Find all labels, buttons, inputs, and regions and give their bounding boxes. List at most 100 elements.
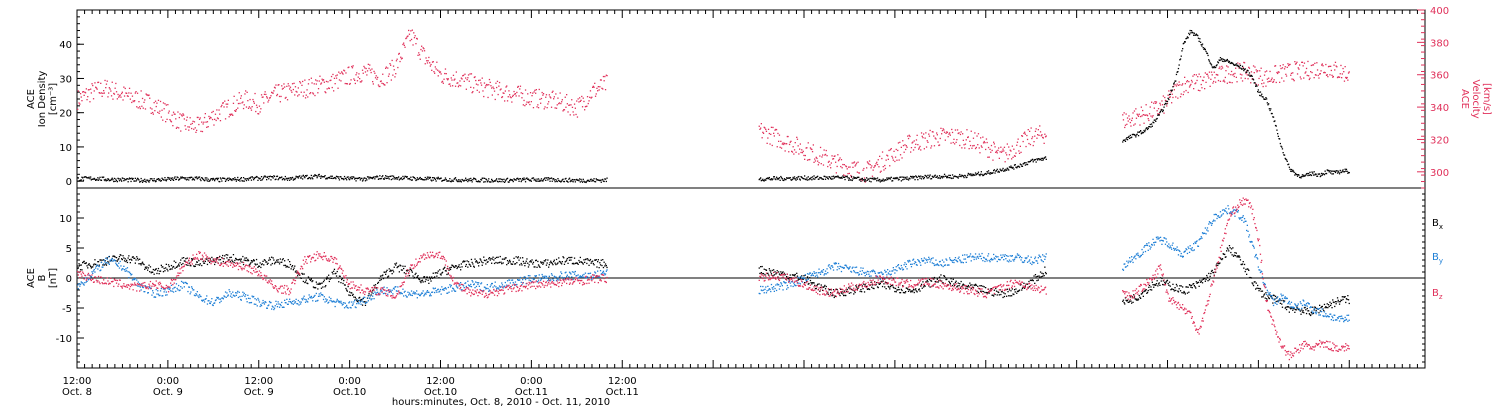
density-point: [1329, 170, 1330, 171]
bx-point: [950, 283, 951, 284]
density-point: [593, 180, 594, 181]
density-point: [286, 178, 287, 179]
bx-point: [204, 263, 205, 264]
bx-point: [271, 257, 272, 258]
velocity-point: [594, 83, 595, 84]
velocity-point: [177, 127, 178, 128]
density-point: [1258, 92, 1259, 93]
velocity-point: [1227, 66, 1228, 67]
bx-point: [255, 264, 256, 265]
velocity-point: [485, 87, 486, 88]
velocity-point: [195, 127, 196, 128]
velocity-point: [573, 114, 574, 115]
velocity-point: [101, 92, 102, 93]
bx-point: [927, 281, 928, 282]
bx-point: [913, 289, 914, 290]
density-point: [901, 180, 902, 181]
by-point: [121, 269, 122, 270]
bx-point: [489, 257, 490, 258]
velocity-point: [1254, 72, 1255, 73]
bx-point: [1192, 287, 1193, 288]
bx-point: [120, 255, 121, 256]
density-point: [521, 180, 522, 181]
density-point: [813, 178, 814, 179]
by-point: [97, 268, 98, 269]
velocity-point: [110, 88, 111, 89]
velocity-point: [970, 145, 971, 146]
bx-point: [201, 265, 202, 266]
velocity-point: [490, 82, 491, 83]
density-point: [467, 181, 468, 182]
velocity-point: [1230, 74, 1231, 75]
density-point: [562, 179, 563, 180]
velocity-point: [464, 81, 465, 82]
velocity-point: [104, 92, 105, 93]
density-point: [268, 178, 269, 179]
bx-point: [925, 286, 926, 287]
velocity-point: [815, 160, 816, 161]
velocity-point: [800, 152, 801, 153]
velocity-point: [593, 87, 594, 88]
density-point: [1237, 65, 1238, 66]
bx-point: [402, 270, 403, 271]
velocity-point: [595, 96, 596, 97]
bx-point: [189, 263, 190, 264]
bx-point: [596, 266, 597, 267]
velocity-point: [378, 84, 379, 85]
bx-point: [519, 264, 520, 265]
bx-point: [476, 260, 477, 261]
bx-point: [1207, 277, 1208, 278]
density-point: [941, 176, 942, 177]
bx-point: [1336, 303, 1337, 304]
velocity-point: [120, 94, 121, 95]
velocity-point: [369, 64, 370, 65]
density-point: [1222, 61, 1223, 62]
bx-point: [1294, 308, 1295, 309]
density-point: [1025, 162, 1026, 163]
velocity-point: [1192, 81, 1193, 82]
bx-point: [929, 279, 930, 280]
velocity-point: [852, 167, 853, 168]
bx-point: [1292, 310, 1293, 311]
density-point: [1153, 122, 1154, 123]
bx-point: [904, 292, 905, 293]
velocity-point: [1336, 66, 1337, 67]
bx-point: [958, 283, 959, 284]
velocity-point: [337, 88, 338, 89]
velocity-point: [906, 147, 907, 148]
density-point: [1002, 169, 1003, 170]
bx-point: [81, 264, 82, 265]
density-point: [944, 174, 945, 175]
velocity-point: [295, 86, 296, 87]
velocity-point: [506, 85, 507, 86]
velocity-point: [1180, 96, 1181, 97]
velocity-point: [1204, 88, 1205, 89]
bx-point: [1301, 309, 1302, 310]
velocity-point: [225, 118, 226, 119]
density-point: [335, 178, 336, 179]
velocity-point: [471, 73, 472, 74]
bx-point: [1225, 256, 1226, 257]
velocity-point: [205, 122, 206, 123]
velocity-point: [371, 72, 372, 73]
velocity-point: [211, 112, 212, 113]
by-point: [78, 283, 79, 284]
velocity-point: [145, 108, 146, 109]
bx-point: [1148, 290, 1149, 291]
bx-point: [492, 257, 493, 258]
velocity-point: [187, 126, 188, 127]
velocity-point: [507, 100, 508, 101]
velocity-point: [999, 158, 1000, 159]
bx-point: [593, 264, 594, 265]
velocity-point: [1015, 153, 1016, 154]
velocity-point: [574, 104, 575, 105]
bx-point: [499, 262, 500, 263]
bx-point: [952, 285, 953, 286]
density-point: [1219, 60, 1220, 61]
bx-point: [389, 271, 390, 272]
bx-point: [1294, 312, 1295, 313]
velocity-point: [881, 171, 882, 172]
bx-point: [254, 260, 255, 261]
velocity-point: [430, 64, 431, 65]
velocity-point: [236, 109, 237, 110]
